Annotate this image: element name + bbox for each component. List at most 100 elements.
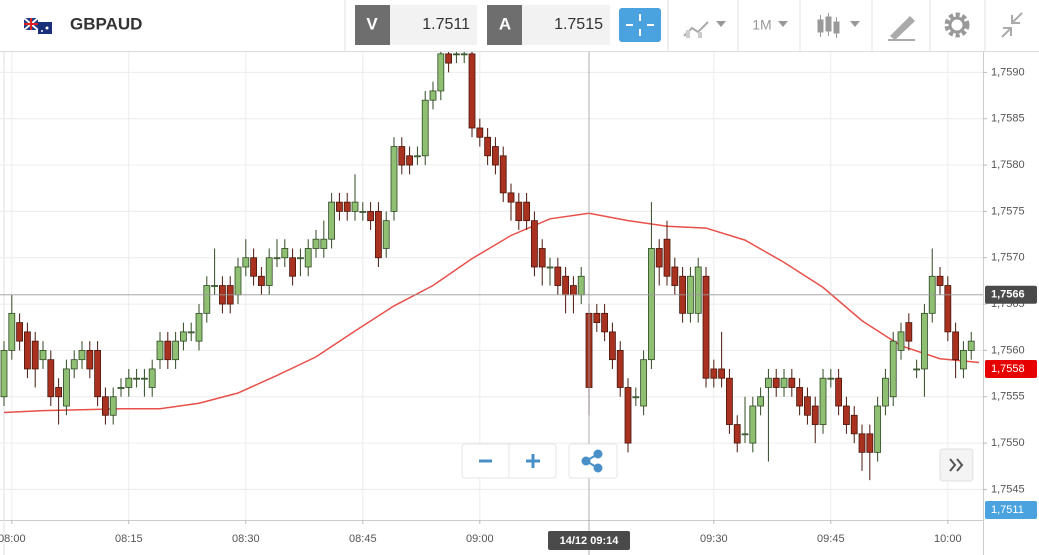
- last-price-label: 1,7558: [991, 363, 1025, 375]
- bid-key: V: [366, 14, 378, 33]
- candle-body: [0, 350, 8, 398]
- candle-body: [944, 285, 952, 333]
- candle-body: [382, 220, 390, 249]
- crosshair-x-label: 14/12 09:14: [560, 535, 620, 547]
- crosshair-button[interactable]: [619, 8, 661, 42]
- y-tick-label: 1,7575: [991, 205, 1025, 217]
- candle-body: [63, 368, 70, 407]
- bid-price: 1.7511: [422, 16, 470, 33]
- ask-key: A: [499, 14, 511, 33]
- candle-body: [796, 387, 804, 407]
- candle-body: [671, 266, 679, 286]
- candle-body: [336, 201, 343, 212]
- share-button[interactable]: [568, 443, 618, 479]
- collapse-button[interactable]: [1001, 12, 1023, 38]
- interval-button[interactable]: 1M: [752, 17, 788, 33]
- candle-body: [593, 312, 601, 324]
- candle-body: [757, 396, 765, 407]
- candle-body: [47, 359, 55, 398]
- bid-button[interactable]: [355, 5, 390, 45]
- crosshair-x-box: [548, 531, 631, 550]
- draw-button[interactable]: [888, 16, 915, 41]
- candle-body: [874, 405, 882, 453]
- candle-body: [811, 405, 819, 425]
- candle-body: [94, 350, 102, 398]
- candle-body: [492, 146, 499, 166]
- candle-body: [343, 201, 351, 212]
- ask-box[interactable]: [522, 5, 610, 45]
- candle-body: [538, 248, 546, 268]
- candle-body: [375, 210, 382, 259]
- candle-body: [710, 368, 718, 379]
- candle-body: [203, 285, 211, 314]
- candle-body: [554, 266, 562, 286]
- candle-body: [359, 210, 367, 213]
- flag: [23, 17, 52, 34]
- candle-body: [16, 322, 24, 342]
- candle-body: [531, 220, 538, 268]
- candle-body: [733, 424, 741, 444]
- scroll-icon: [949, 458, 964, 472]
- x-tick-label: 08:15: [115, 533, 143, 545]
- candle-type-button[interactable]: [817, 13, 860, 38]
- candle-body: [70, 359, 78, 370]
- x-tick-label: 10:00: [934, 533, 962, 545]
- y-tick-label: 1,7555: [991, 391, 1025, 403]
- candle-body: [86, 350, 94, 370]
- candle-body: [484, 136, 492, 157]
- candle-body: [632, 396, 640, 399]
- candle-body: [726, 377, 733, 425]
- plot-area: [0, 52, 983, 520]
- crosshair-y-box: [985, 285, 1037, 304]
- candle-body: [609, 331, 616, 361]
- ask-button[interactable]: [487, 5, 522, 45]
- candle-body: [967, 340, 975, 351]
- last-price-box: [985, 359, 1037, 378]
- candle-body: [741, 433, 749, 436]
- candle-body: [577, 275, 585, 296]
- candle-body: [772, 377, 780, 388]
- candle-body: [297, 257, 304, 260]
- candle-body: [546, 266, 554, 269]
- moving-average: [3, 212, 980, 414]
- zoom-in[interactable]: [526, 454, 540, 468]
- candle-body: [897, 331, 905, 351]
- candle-body: [850, 414, 858, 435]
- y-tick-label: 1,7545: [991, 483, 1025, 495]
- candle-body: [39, 350, 47, 361]
- candle-body: [24, 331, 31, 370]
- candle-body: [102, 396, 109, 416]
- candle-body: [78, 350, 86, 361]
- bid-box[interactable]: [390, 5, 477, 45]
- candle-body: [187, 331, 195, 334]
- y-tick-label: 1,7570: [991, 252, 1025, 264]
- candle-body: [437, 53, 445, 92]
- share-icon: [581, 449, 603, 473]
- candle-body: [242, 257, 250, 268]
- settings-button[interactable]: [944, 12, 970, 38]
- candle-body: [663, 238, 671, 277]
- ask-price: 1.7515: [554, 16, 603, 33]
- candle-body: [211, 285, 219, 287]
- candle-body: [250, 257, 258, 277]
- candle-body: [788, 377, 796, 388]
- y-tick-label: 1,7550: [991, 437, 1025, 449]
- chart-type-button[interactable]: [683, 21, 726, 38]
- candle-body: [749, 405, 757, 444]
- y-tick-label: 1,7580: [991, 159, 1025, 171]
- candle-body: [952, 331, 960, 361]
- candle-body: [109, 396, 117, 416]
- candle-body: [476, 127, 484, 138]
- zoom-controls: [461, 443, 974, 482]
- candle-body: [640, 359, 648, 407]
- candle-body: [289, 257, 297, 277]
- candle-body: [164, 340, 172, 361]
- crosshair-icon: [626, 14, 654, 36]
- candle-body: [273, 257, 281, 260]
- candle-body: [390, 146, 398, 212]
- grid: [0, 52, 983, 520]
- candle-body: [936, 275, 944, 286]
- candle-body: [804, 396, 811, 416]
- scroll-right-button[interactable]: [939, 448, 974, 482]
